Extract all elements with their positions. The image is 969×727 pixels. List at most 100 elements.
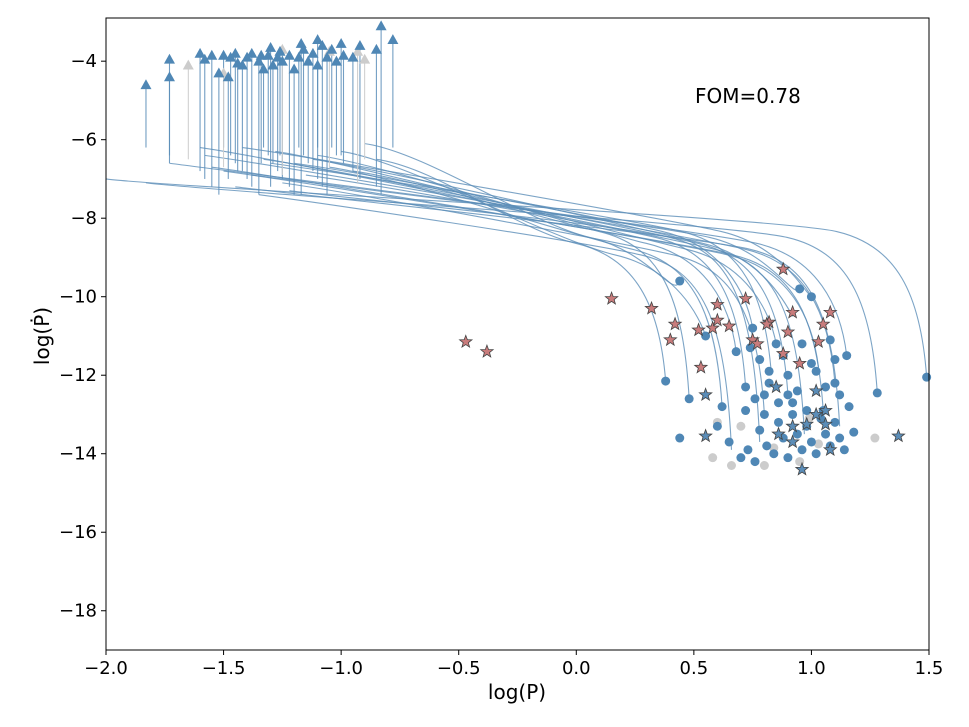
circle-point: [701, 331, 711, 341]
circle-point: [830, 355, 840, 365]
x-tick-label: 0.0: [562, 658, 591, 679]
track-line: [211, 166, 820, 368]
circle-point: [741, 382, 751, 392]
circle-point: [821, 382, 831, 392]
x-tick-label: −2.0: [84, 658, 128, 679]
triangle-point: [354, 39, 366, 50]
blue-star-point: [808, 383, 824, 398]
circle-point: [731, 347, 741, 357]
circle-point: [811, 366, 821, 376]
triangle-point: [222, 71, 234, 82]
circle-point: [872, 388, 882, 398]
y-tick-label: −4: [70, 51, 97, 72]
blue-star-point: [698, 428, 713, 443]
red-star-point: [691, 322, 706, 337]
circle-point: [774, 417, 784, 427]
x-tick-label: −1.0: [319, 658, 363, 679]
y-tick-label: −8: [70, 208, 97, 229]
triangle-point: [262, 49, 274, 60]
blue-star-point: [891, 428, 906, 443]
circle-point: [825, 335, 835, 345]
triangle-point: [229, 47, 241, 58]
y-tick-label: −10: [59, 287, 97, 308]
triangle-point: [347, 51, 359, 62]
blue-star-point: [822, 442, 838, 456]
red-star-point: [663, 332, 678, 347]
blue-star-point: [818, 402, 833, 417]
y-tick-label: −16: [59, 522, 97, 543]
triangle-point: [312, 59, 324, 70]
circle-point: [750, 394, 760, 404]
blue-star-point: [768, 379, 784, 394]
blue-star-point: [771, 426, 786, 441]
circle-point: [792, 386, 802, 396]
triangle-point: [163, 71, 175, 82]
blue-star-point: [698, 387, 713, 402]
faded-circle-point: [708, 453, 718, 463]
circle-point: [762, 441, 772, 451]
faded-triangle-point: [352, 45, 364, 56]
x-tick-label: 0.5: [680, 658, 709, 679]
track-line: [258, 194, 733, 450]
circle-point: [675, 276, 685, 286]
circle-point: [771, 339, 781, 349]
circle-point: [830, 417, 840, 427]
y-axis-ticks: −4 −6 −8 −10 −12 −14 −16 −18: [59, 51, 106, 622]
triangle-point: [246, 47, 258, 58]
circle-point: [797, 339, 807, 349]
data-markers: [140, 20, 932, 476]
faded-triangle-point: [182, 59, 194, 70]
red-star-point: [667, 316, 683, 331]
track-line: [329, 166, 723, 407]
blue-star-point: [794, 461, 810, 476]
track-line: [312, 158, 794, 317]
faded-circle-point: [870, 433, 880, 443]
triangle-point: [288, 63, 300, 74]
triangle-point: [326, 43, 338, 54]
circle-point: [684, 394, 694, 404]
triangle-point: [206, 49, 218, 60]
triangle-point: [258, 63, 270, 74]
triangle-point: [213, 67, 225, 78]
circle-point: [783, 453, 793, 463]
circle-point: [797, 445, 807, 455]
red-star-point: [811, 334, 826, 349]
triangle-point: [232, 57, 244, 68]
evolution-tracks: [105, 25, 928, 450]
triangle-point: [218, 49, 230, 60]
circle-point: [842, 351, 852, 361]
faded-circle-point: [736, 421, 746, 431]
red-star-point: [479, 344, 495, 358]
circle-point: [661, 376, 671, 386]
triangle-point: [302, 55, 314, 66]
track-line: [145, 182, 878, 393]
triangle-point: [194, 47, 206, 58]
triangle-point: [255, 49, 267, 60]
triangle-point: [276, 55, 288, 66]
circle-point: [922, 372, 932, 382]
red-star-point: [775, 261, 791, 276]
track-line: [317, 154, 737, 352]
track-line: [105, 178, 928, 378]
triangle-point: [274, 45, 286, 56]
y-tick-label: −12: [59, 365, 97, 386]
triangle-point: [283, 49, 295, 60]
triangle-point: [387, 34, 399, 44]
circle-point: [745, 343, 755, 353]
red-star-point: [759, 316, 775, 331]
circle-point: [821, 429, 831, 439]
circle-point: [741, 406, 751, 416]
circle-point: [736, 453, 746, 463]
triangle-point: [330, 55, 342, 66]
red-star-point: [705, 320, 720, 335]
circle-point: [748, 323, 758, 333]
faded-circle-point: [813, 439, 823, 449]
red-star-point: [710, 312, 725, 327]
track-line: [364, 143, 681, 286]
circle-point: [835, 433, 845, 443]
faded-circle-point: [726, 461, 736, 471]
red-star-point: [780, 324, 796, 339]
red-star-point: [604, 291, 619, 305]
